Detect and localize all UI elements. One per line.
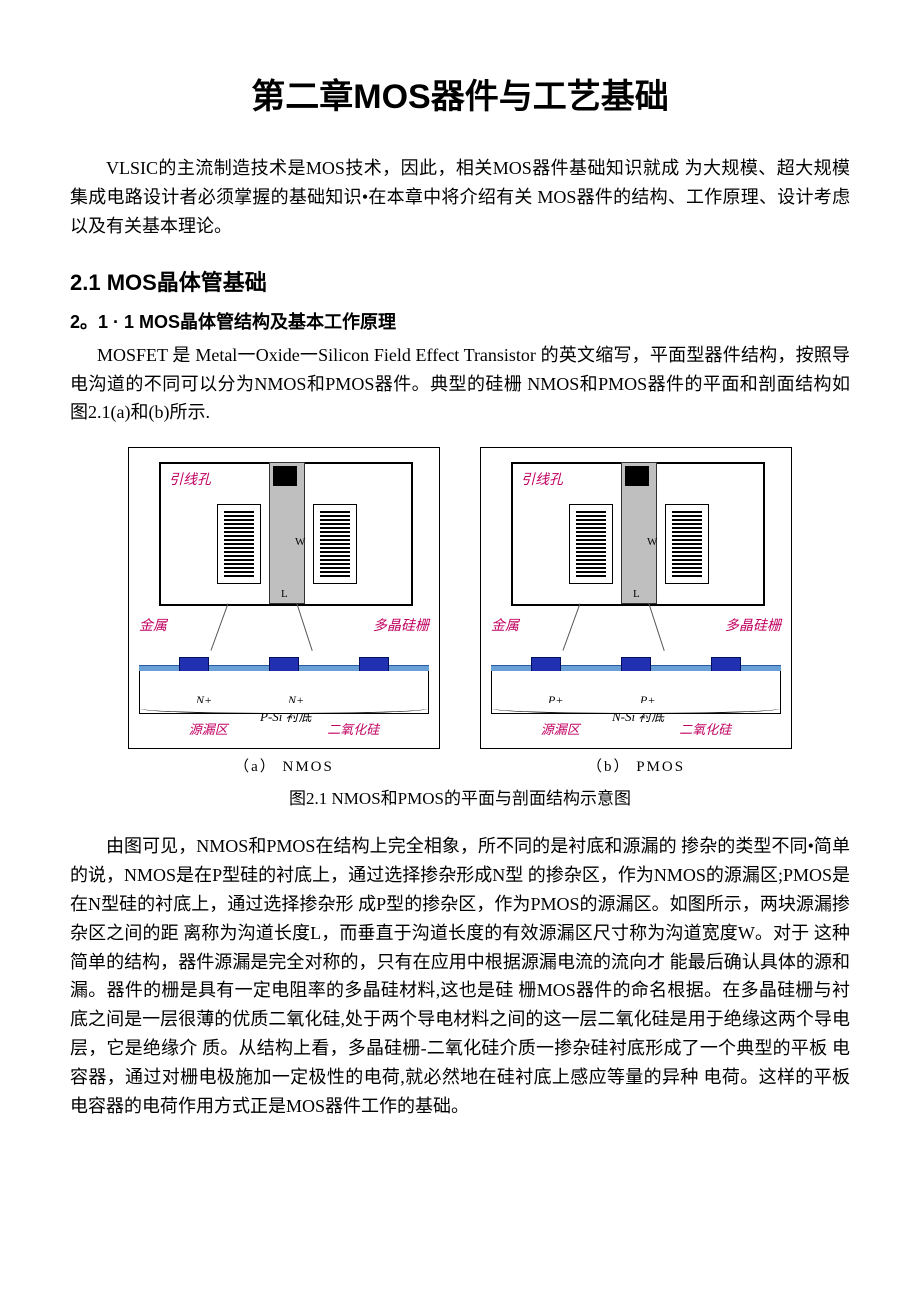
figure-2-1-a: 引线孔 W L 金属 多晶硅栅 N+ N+ P-Si 衬底 — [128, 447, 440, 779]
annotation-row-1: 金属 多晶硅栅 — [491, 616, 781, 650]
dim-w: W — [647, 534, 657, 552]
contact-square — [625, 466, 649, 486]
sio2-label: 二氧化硅 — [327, 720, 379, 741]
diffusion-left — [217, 504, 261, 584]
annotation-row-2: 源漏区 二氧化硅 — [139, 720, 429, 741]
subsection-heading-2-1-1: 2。1 · 1 MOS晶体管结构及基本工作原理 — [70, 308, 850, 337]
figure-2-1-b: 引线孔 W L 金属 多晶硅栅 P+ P+ N-Si 衬底 — [480, 447, 792, 779]
lead-hole-label: 引线孔 — [521, 470, 563, 492]
section-heading-2-1: 2.1 MOS晶体管基础 — [70, 265, 850, 300]
metal-label: 金属 — [139, 616, 167, 650]
dim-w: W — [295, 534, 305, 552]
annotation-row-1: 金属 多晶硅栅 — [139, 616, 429, 650]
metal-label: 金属 — [491, 616, 519, 650]
chapter-title: 第二章MOS器件与工艺基础 — [70, 70, 850, 124]
contact-square — [273, 466, 297, 486]
nmos-top-view: 引线孔 W L — [159, 462, 413, 606]
source-drain-label: 源漏区 — [189, 720, 228, 741]
paragraph-2-1-1: MOSFET 是 Metal一Oxide一Silicon Field Effec… — [70, 341, 850, 427]
substrate: N+ N+ P-Si 衬底 — [139, 671, 429, 714]
annotation-row-2: 源漏区 二氧化硅 — [491, 720, 781, 741]
figure-2-1: 引线孔 W L 金属 多晶硅栅 N+ N+ P-Si 衬底 — [70, 447, 850, 779]
pmos-cross-section: P+ P+ N-Si 衬底 — [491, 653, 781, 713]
polysilicon-label: 多晶硅栅 — [373, 616, 429, 650]
nmos-cross-section: N+ N+ P-Si 衬底 — [139, 653, 429, 713]
diffusion-right — [665, 504, 709, 584]
source-drain-label: 源漏区 — [541, 720, 580, 741]
sio2-label: 二氧化硅 — [679, 720, 731, 741]
substrate: P+ P+ N-Si 衬底 — [491, 671, 781, 714]
figure-sub-b: （b） PMOS — [587, 755, 685, 779]
diffusion-right — [313, 504, 357, 584]
pmos-diagram: 引线孔 W L 金属 多晶硅栅 P+ P+ N-Si 衬底 — [480, 447, 792, 749]
polysilicon-label: 多晶硅栅 — [725, 616, 781, 650]
paragraph-after-figure: 由图可见，NMOS和PMOS在结构上完全相象，所不同的是衬底和源漏的 掺杂的类型… — [70, 832, 850, 1120]
intro-paragraph: VLSIC的主流制造技术是MOS技术，因此，相关MOS器件基础知识就成 为大规模… — [70, 154, 850, 240]
pmos-top-view: 引线孔 W L — [511, 462, 765, 606]
figure-caption: 图2.1 NMOS和PMOS的平面与剖面结构示意图 — [70, 785, 850, 812]
dim-l: L — [633, 586, 640, 604]
nmos-diagram: 引线孔 W L 金属 多晶硅栅 N+ N+ P-Si 衬底 — [128, 447, 440, 749]
figure-sub-a: （a） NMOS — [234, 755, 334, 779]
lead-hole-label: 引线孔 — [169, 470, 211, 492]
dim-l: L — [281, 586, 288, 604]
diffusion-left — [569, 504, 613, 584]
